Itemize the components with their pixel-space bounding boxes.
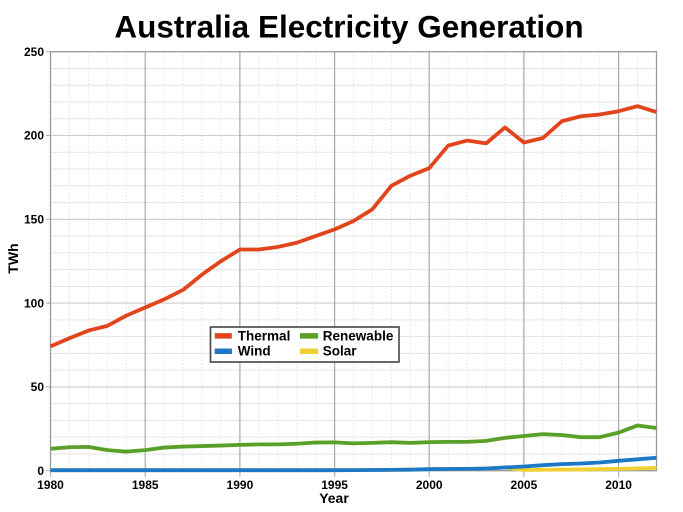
- svg-text:200: 200: [24, 129, 44, 143]
- svg-text:250: 250: [24, 45, 44, 59]
- svg-text:Wind: Wind: [238, 344, 271, 359]
- svg-text:2005: 2005: [511, 478, 538, 492]
- svg-text:1980: 1980: [37, 478, 64, 492]
- svg-text:2000: 2000: [416, 478, 443, 492]
- svg-text:Solar: Solar: [323, 344, 358, 359]
- svg-text:1995: 1995: [321, 478, 348, 492]
- svg-text:2010: 2010: [605, 478, 632, 492]
- svg-text:Renewable: Renewable: [323, 328, 394, 343]
- svg-text:50: 50: [31, 380, 45, 394]
- svg-text:0: 0: [37, 464, 44, 478]
- svg-text:100: 100: [24, 296, 44, 310]
- svg-text:1990: 1990: [227, 478, 254, 492]
- svg-text:Thermal: Thermal: [238, 328, 291, 343]
- svg-text:Australia Electricity Generati: Australia Electricity Generation: [114, 9, 583, 45]
- svg-text:TWh: TWh: [5, 243, 21, 273]
- svg-text:Year: Year: [319, 490, 349, 506]
- svg-text:1985: 1985: [132, 478, 159, 492]
- svg-text:150: 150: [24, 213, 44, 227]
